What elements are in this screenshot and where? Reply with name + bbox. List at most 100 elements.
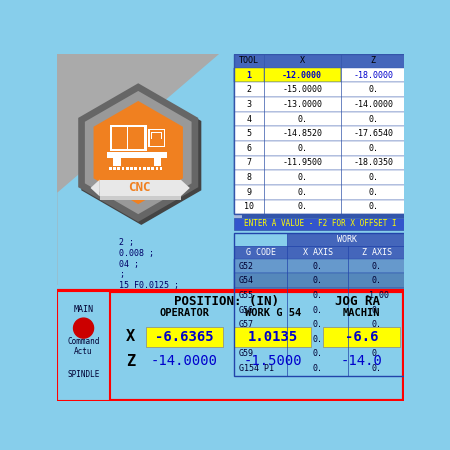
Text: -6.6365: -6.6365 (155, 329, 214, 344)
Bar (323, 327, 400, 346)
Bar (130, 167, 133, 170)
Bar (234, 68, 264, 82)
Bar (146, 327, 223, 346)
Bar (234, 170, 406, 185)
Text: G57: G57 (239, 320, 254, 329)
Bar (234, 82, 406, 97)
Text: -14.0000: -14.0000 (151, 354, 218, 368)
Text: TOOL: TOOL (239, 56, 259, 65)
Text: 8: 8 (247, 173, 252, 182)
Text: 0.: 0. (313, 306, 323, 315)
Bar (234, 288, 406, 303)
Text: 0.: 0. (313, 261, 323, 270)
Bar (126, 167, 129, 170)
Text: MAIN: MAIN (73, 305, 94, 314)
Text: 0.: 0. (368, 173, 378, 182)
Bar (113, 167, 116, 170)
Text: -12.0000: -12.0000 (282, 71, 322, 80)
Polygon shape (90, 180, 100, 197)
Polygon shape (180, 180, 190, 197)
Bar (234, 361, 406, 376)
Text: 0.: 0. (368, 86, 378, 94)
Bar (234, 126, 406, 141)
Text: 0.: 0. (313, 364, 323, 373)
Text: WORK G 54: WORK G 54 (245, 308, 301, 318)
Circle shape (73, 318, 94, 338)
Text: 0.: 0. (368, 144, 378, 153)
Text: 5: 5 (247, 129, 252, 138)
Text: 7: 7 (247, 158, 252, 167)
Text: -18.0350: -18.0350 (353, 158, 393, 167)
Bar (58, 291, 110, 400)
Text: Z: Z (371, 56, 376, 65)
Bar (112, 127, 144, 148)
Bar (110, 125, 147, 151)
Polygon shape (85, 91, 192, 214)
Text: 0.: 0. (313, 320, 323, 329)
Text: MACHIN: MACHIN (343, 308, 380, 318)
Bar (234, 199, 406, 214)
Text: 6: 6 (247, 144, 252, 153)
Polygon shape (78, 83, 198, 222)
Bar (127, 127, 128, 148)
Text: -1.00: -1.00 (364, 291, 389, 300)
Text: Command
Actu: Command Actu (68, 337, 100, 356)
Text: 0.: 0. (372, 335, 382, 344)
Text: X: X (126, 329, 135, 344)
Text: G59: G59 (239, 349, 254, 358)
Bar (234, 214, 242, 218)
Text: -18.0000: -18.0000 (353, 71, 393, 80)
Bar (234, 112, 406, 126)
Polygon shape (81, 86, 201, 225)
Bar (148, 129, 165, 147)
Bar (234, 259, 406, 274)
Text: -14.8520: -14.8520 (282, 129, 322, 138)
Bar (234, 97, 406, 112)
Bar (109, 167, 112, 170)
Text: G54: G54 (239, 276, 254, 285)
Text: POSITION: (IN): POSITION: (IN) (174, 296, 279, 308)
Text: 0.: 0. (368, 202, 378, 211)
Text: 0.: 0. (297, 202, 307, 211)
Text: 0.: 0. (313, 335, 323, 344)
Bar (234, 332, 406, 347)
Text: 0.: 0. (372, 276, 382, 285)
Bar (139, 167, 141, 170)
Text: 2: 2 (247, 86, 252, 94)
Text: 3: 3 (247, 100, 252, 109)
Text: G55: G55 (239, 291, 254, 300)
Bar (58, 291, 404, 400)
Text: -11.9500: -11.9500 (282, 158, 322, 167)
Text: 1: 1 (247, 71, 252, 80)
Bar (234, 185, 406, 199)
Polygon shape (58, 54, 219, 285)
Bar (150, 130, 164, 146)
Bar (234, 303, 406, 317)
Text: 2 ;: 2 ; (119, 238, 134, 247)
Bar (100, 197, 180, 200)
Bar (143, 167, 145, 170)
Bar (234, 346, 406, 361)
Bar (147, 167, 150, 170)
Text: -13.0000: -13.0000 (282, 100, 322, 109)
Bar (287, 233, 406, 246)
Text: 0.: 0. (372, 349, 382, 358)
Bar (234, 54, 406, 214)
Text: 0.: 0. (313, 291, 323, 300)
Text: G58: G58 (239, 335, 254, 344)
Text: X: X (300, 56, 305, 65)
Text: SPINDLE: SPINDLE (68, 370, 100, 379)
Bar (135, 167, 137, 170)
Text: -15.0000: -15.0000 (282, 86, 322, 94)
Text: 0.: 0. (297, 188, 307, 197)
Text: 0.: 0. (372, 306, 382, 315)
Text: G154 P1: G154 P1 (239, 364, 274, 373)
Bar (113, 158, 121, 166)
Bar (234, 233, 406, 376)
Text: 0.: 0. (368, 115, 378, 124)
Text: ;: ; (119, 270, 124, 279)
Text: 9: 9 (247, 188, 252, 197)
Bar (234, 68, 264, 82)
Bar (234, 274, 406, 288)
Text: 0.: 0. (297, 144, 307, 153)
